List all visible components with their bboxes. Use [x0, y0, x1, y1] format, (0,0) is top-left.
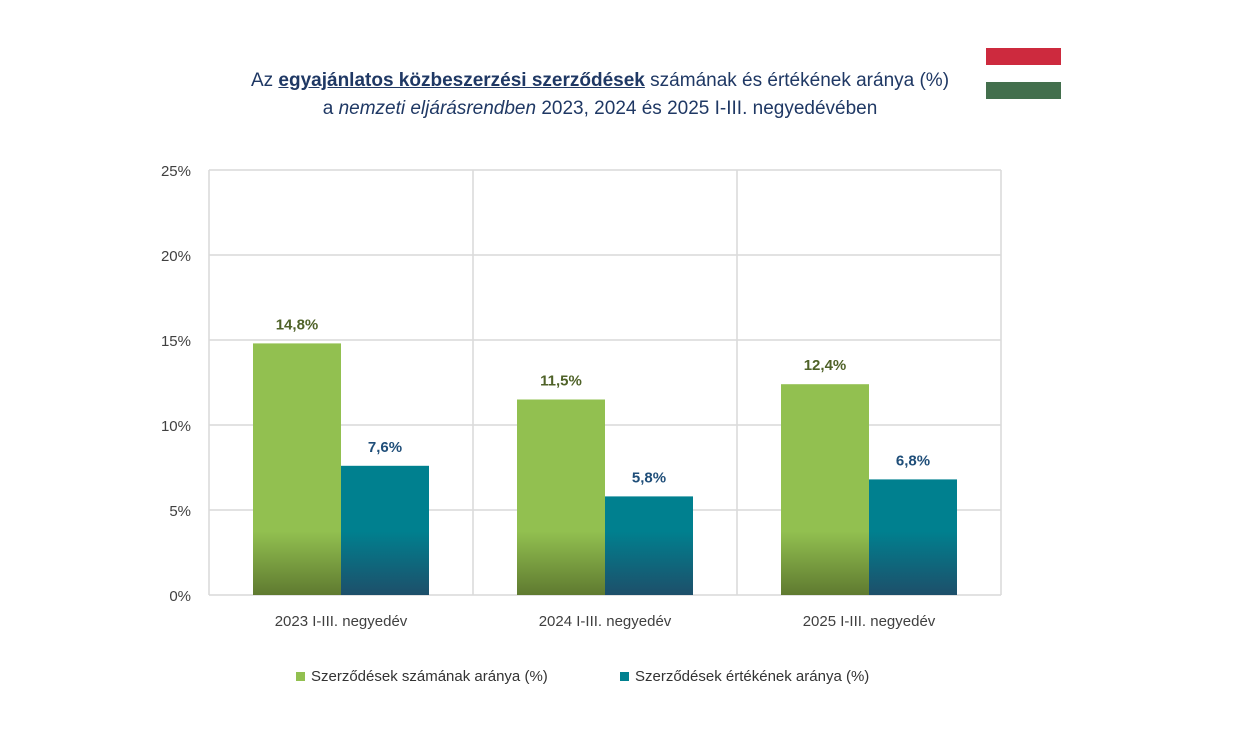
data-label: 12,4% [804, 357, 847, 374]
data-label: 5,8% [632, 469, 666, 486]
y-tick-label: 0% [169, 588, 191, 605]
x-tick-label: 2025 I-III. negyedév [803, 613, 936, 630]
chart-title-line-2: a nemzeti eljárásrendben 2023, 2024 és 2… [322, 98, 878, 119]
bar-series-2-cat-3 [869, 479, 957, 595]
y-tick-label: 25% [161, 163, 191, 180]
data-label: 7,6% [368, 439, 402, 456]
flag-stripe-white [986, 65, 1061, 82]
y-tick-label: 10% [161, 418, 191, 435]
data-label: 14,8% [276, 316, 319, 333]
bar-series-1-cat-1 [253, 343, 341, 595]
bar-series-2-cat-1 [341, 465, 429, 595]
x-tick-label: 2023 I-III. negyedév [275, 613, 408, 630]
bar-series-1-cat-2 [517, 399, 605, 595]
y-tick-label: 15% [161, 333, 191, 350]
y-tick-label: 20% [161, 248, 191, 265]
legend-swatch-series-1 [296, 672, 305, 681]
y-tick-label: 5% [169, 503, 191, 520]
data-label: 11,5% [540, 373, 582, 390]
legend-swatch-series-2 [620, 672, 629, 681]
chart-title-line-1: Az egyajánlatos közbeszerzési szerződése… [250, 70, 950, 91]
chart-title-italic: nemzeti eljárásrendben [338, 98, 537, 119]
x-tick-label: 2024 I-III. negyedév [539, 613, 672, 630]
bar-series-2-cat-2 [605, 496, 693, 595]
legend-label-series-2: Szerződések értékének aránya (%) [635, 668, 870, 685]
data-label: 6,8% [896, 452, 930, 469]
legend-item-series-1: Szerződések számának aránya (%) [296, 668, 548, 685]
hungarian-flag-icon [986, 48, 1061, 99]
flag-stripe-green [986, 82, 1061, 99]
flag-stripe-red [986, 48, 1061, 65]
bar-series-1-cat-3 [781, 384, 869, 595]
bar-chart: 0% 5% 10% 15% 20% 25% 14,8% 7,6% 2023 I-III. neg… [161, 163, 1002, 630]
chart-title-emphasis: egyajánlatos közbeszerzési szerződések [278, 70, 645, 91]
legend-label-series-1: Szerződések számának aránya (%) [311, 668, 548, 685]
legend-item-series-2: Szerződések értékének aránya (%) [620, 668, 869, 685]
chart-legend: Szerződések számának aránya (%) Szerződé… [0, 668, 1259, 688]
